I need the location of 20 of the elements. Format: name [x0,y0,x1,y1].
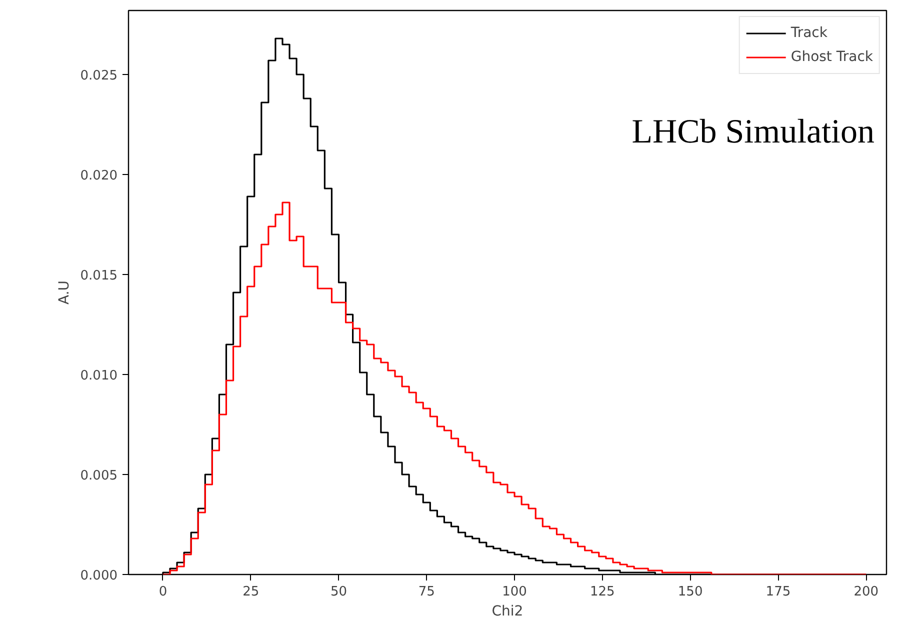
legend-label: Track [790,25,828,41]
legend-label: Ghost Track [790,49,873,65]
y-tick-label: 0.015 [80,268,118,284]
y-tick-label: 0.010 [80,368,118,384]
x-tick-label: 50 [330,584,348,600]
x-tick-label: 150 [678,584,703,600]
y-tick-label: 0.025 [80,68,118,84]
y-tick-label: 0.005 [80,468,118,484]
x-tick-label: 200 [854,584,879,600]
y-axis-title: A.U [56,280,72,305]
x-tick-label: 125 [590,584,615,600]
x-axis-title: Chi2 [492,604,524,620]
y-tick-label: 0.020 [80,168,118,184]
x-tick-label: 100 [502,584,527,600]
y-tick-label: 0.000 [80,568,118,584]
x-tick-label: 0 [158,584,168,600]
annotation: LHCb Simulation [632,114,875,150]
x-tick-label: 75 [418,584,435,600]
x-tick-label: 175 [766,584,791,600]
x-tick-label: 25 [242,584,260,600]
